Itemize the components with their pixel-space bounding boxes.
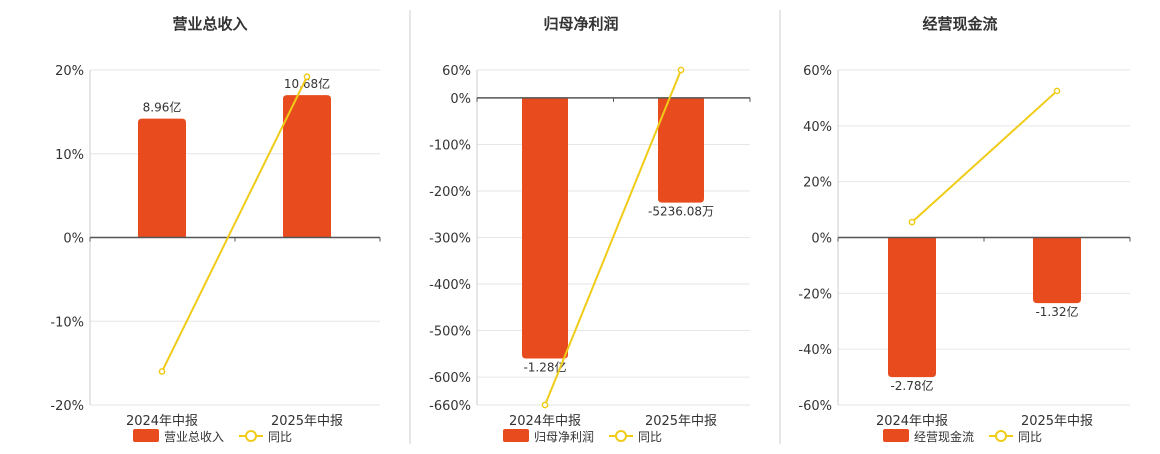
chart-panel-2: 归母净利润 60% 0% -100% -200% -300% -400% -500% -600%… <box>429 15 751 444</box>
y-tick-label: -400% <box>429 278 471 293</box>
y-tick-label: -500% <box>429 325 471 340</box>
y-tick-label: 60% <box>442 64 471 79</box>
x-tick-label: 2025年中报 <box>645 414 717 429</box>
legend-bar-swatch <box>883 429 909 442</box>
chart-panel-3: 经营现金流 60% 40% 20% 0% -20% -40% -60% -2.78亿 -1.32亿… <box>798 15 1131 444</box>
y-tick-label: 20% <box>55 64 84 79</box>
x-tick-label: 2024年中报 <box>509 414 581 429</box>
y-tick-label: -10% <box>50 315 84 330</box>
yoy-line <box>161 76 308 372</box>
y-tick-label: 0% <box>811 232 832 247</box>
y-tick-label: 20% <box>803 176 832 191</box>
bar-value-label: -1.28亿 <box>523 359 566 374</box>
legend-line-label: 同比 <box>268 430 292 444</box>
y-tick-label: -20% <box>50 399 84 414</box>
chart-title: 经营现金流 <box>922 15 997 33</box>
x-tick-label: 2024年中报 <box>126 414 198 429</box>
legend-line-label: 同比 <box>638 430 662 444</box>
chart-panel-1: 营业总收入 20% 10% 0% -10% -20% 8.96亿 10.68亿 2024年中报 2… <box>50 15 381 444</box>
legend-bar-swatch <box>503 429 529 442</box>
bar <box>1033 237 1081 304</box>
legend-bar-label: 经营现金流 <box>914 429 974 444</box>
y-tick-label: -300% <box>429 232 471 247</box>
chart-title: 营业总收入 <box>172 15 247 33</box>
y-tick-label: -20% <box>798 287 832 302</box>
y-tick-label: 60% <box>803 64 832 79</box>
yoy-point <box>1053 87 1061 95</box>
x-tick-label: 2025年中报 <box>1021 414 1093 429</box>
yoy-point <box>303 73 311 81</box>
chart-title: 归母净利润 <box>543 15 618 33</box>
yoy-point <box>908 218 916 226</box>
legend-line-label: 同比 <box>1018 430 1042 444</box>
x-tick-label: 2024年中报 <box>876 414 948 429</box>
y-tick-label: -40% <box>798 343 832 358</box>
bar-value-label: -2.78亿 <box>890 378 933 393</box>
bar-value-label: 8.96亿 <box>143 100 182 115</box>
yoy-point <box>158 368 166 375</box>
yoy-point <box>677 66 685 74</box>
y-tick-label: -100% <box>429 138 471 153</box>
yoy-line <box>544 69 682 406</box>
bar <box>138 118 186 238</box>
legend-bar-label: 营业总收入 <box>164 430 224 444</box>
bar <box>522 97 568 359</box>
legend-bar-swatch <box>133 429 159 442</box>
y-tick-label: 40% <box>803 120 832 135</box>
legend-bar-label: 归母净利润 <box>534 430 594 444</box>
legend-line-marker <box>995 430 1007 442</box>
bar <box>658 97 704 203</box>
y-tick-label: 0% <box>63 232 84 247</box>
bar-value-label: -1.32亿 <box>1035 304 1078 319</box>
y-tick-label: -660% <box>429 399 471 414</box>
y-tick-label: 10% <box>55 148 84 163</box>
bar-value-label: -5236.08万 <box>648 205 714 219</box>
x-tick-label: 2025年中报 <box>271 414 343 429</box>
y-tick-label: -200% <box>429 185 471 200</box>
y-tick-label: 0% <box>450 92 471 107</box>
bar <box>283 95 331 238</box>
bar <box>888 237 936 378</box>
bar-value-label: 10.68亿 <box>284 76 330 91</box>
legend-line-marker <box>245 430 257 442</box>
y-tick-label: -60% <box>798 399 832 414</box>
y-tick-label: -600% <box>429 371 471 386</box>
yoy-line <box>911 90 1058 223</box>
legend-line-marker <box>615 430 627 442</box>
yoy-point <box>541 401 549 409</box>
